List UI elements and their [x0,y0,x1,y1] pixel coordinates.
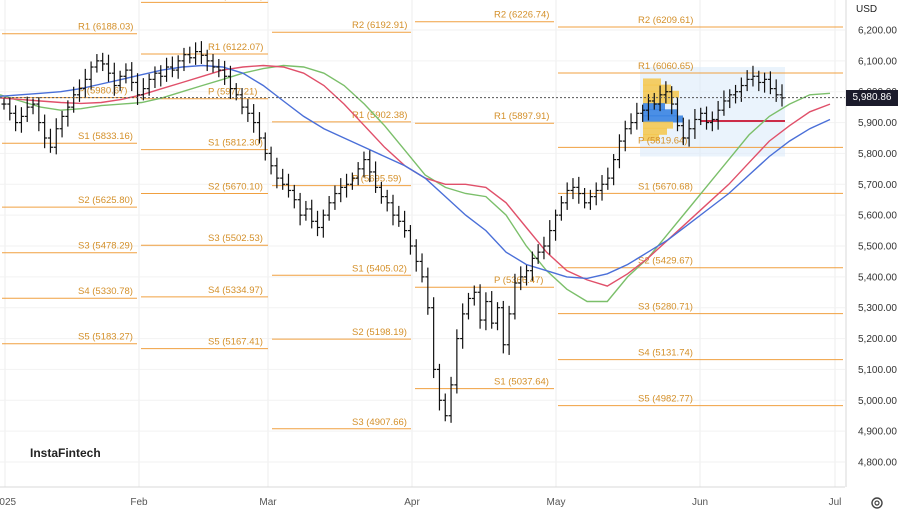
volume-bar [643,96,673,104]
pivot-label: S5 (5183.27) [78,332,133,343]
pivot-label: R1 (5897.91) [494,111,549,122]
pivot-label: R2 (6209.61) [638,15,693,26]
pivot-label: S5 (4982.77) [638,394,693,405]
pivot-label: P (5980.67) [78,86,127,97]
pivot-label: S2 (5670.10) [208,182,263,193]
pivot-label: S1 (5833.16) [78,131,133,142]
volume-bar [643,121,673,129]
pivot-label: S2 (5429.67) [638,256,693,267]
y-tick-label: 5,800.00 [858,149,897,160]
pivot-label: S3 (4907.66) [352,417,407,428]
pivot-label: S1 (5037.64) [494,377,549,388]
pivot-label: R2 (6192.91) [352,20,407,31]
pivot-label: S5 (5167.41) [208,337,263,348]
pivot-label: R1 (5902.38) [352,110,407,121]
y-tick-label: 6,200.00 [858,26,897,37]
x-axis: 2025 Feb Mar Apr May Jun Jul [0,486,845,508]
y-tick-label: 6,100.00 [858,56,897,67]
y-tick-label: 5,400.00 [858,272,897,283]
pivot-label: S3 (5280.71) [638,302,693,313]
pivot-label: R1 (6060.65) [638,61,693,72]
pivot-label: R1 (6122.07) [208,42,263,53]
pivot-label: S1 (5405.02) [352,263,407,274]
pivot-label: R1 (6188.03) [78,22,133,33]
y-axis: 6,200.006,100.006,000.005,900.005,800.00… [845,0,897,487]
y-tick-label: 4,800.00 [858,458,897,469]
x-tick-label: Mar [259,497,277,508]
y-tick-label: 5,600.00 [858,211,897,222]
brand-watermark: InstaFintech [30,446,101,460]
y-tick-label: 5,700.00 [858,180,897,191]
pivot-label: S3 (5502.53) [208,233,263,244]
pivot-label: S1 (5670.68) [638,181,693,192]
pivot-label: S2 (5198.19) [352,327,407,338]
volume-bar [643,115,683,123]
price-bars [1,41,785,423]
currency-label[interactable]: USD [856,4,878,15]
pivot-label: P (5819.64) [638,135,687,146]
volume-bar [643,78,661,86]
y-tick-label: 5,500.00 [858,242,897,253]
x-tick-label: May [547,497,566,508]
pivot-label: S4 (5131.74) [638,348,693,359]
pivot-label: S1 (5812.30) [208,138,263,149]
x-tick-label: Feb [130,497,148,508]
x-tick-label: 2025 [0,497,17,508]
y-tick-label: 5,300.00 [858,303,897,314]
pivot-label: S4 (5330.78) [78,286,133,297]
ma_slow-line [0,64,831,280]
pivot-levels: R1 (6188.03) P (5980.67) S1 (5833.16) S2 (5… [2,0,843,430]
y-tick-label: 5,100.00 [858,365,897,376]
pivot-label: S3 (5478.29) [78,241,133,252]
pivot-label: R2 (6289.64) [208,0,263,1]
pivot-label: P (5366.47) [494,275,543,286]
volume-bar [643,134,659,141]
current-price-tag: 5,980.86 [846,89,898,106]
pivot-label: P (5695.59) [352,174,401,185]
moving-averages [0,64,831,303]
y-tick-label: 5,900.00 [858,118,897,129]
y-tick-label: 4,900.00 [858,427,897,438]
x-tick-label: Apr [404,497,420,508]
y-tick-label: 5,000.00 [858,396,897,407]
gear-icon[interactable] [870,496,884,510]
volume-bar [643,84,671,92]
pivot-label: R2 (6226.74) [494,10,549,21]
pivot-label: S4 (5334.97) [208,285,263,296]
ma_fast-line [0,64,831,303]
y-tick-label: 5,200.00 [858,334,897,345]
pivot-label: S2 (5625.80) [78,195,133,206]
pivot-label: P (5977.21) [208,87,257,98]
x-tick-label: Jun [692,497,708,508]
x-tick-label: Jul [829,497,842,508]
volume-bar [643,127,667,135]
volume-bar [643,109,677,117]
